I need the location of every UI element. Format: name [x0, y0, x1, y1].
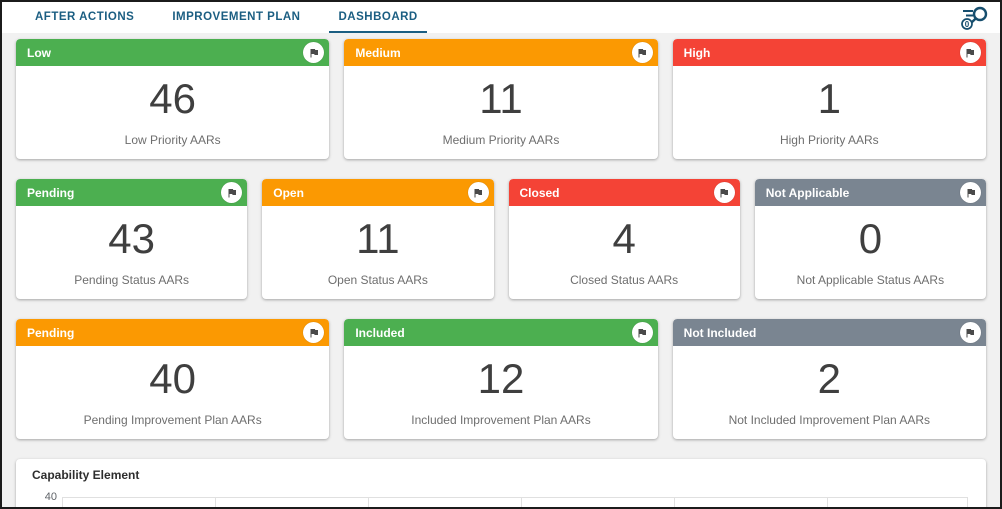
stat-card-label: Medium Priority AARs — [442, 133, 560, 147]
chart-body: 40 — [32, 492, 970, 507]
stat-card-header-label: Low — [27, 45, 51, 60]
stat-card: Medium 11 Medium Priority AARs — [344, 39, 658, 159]
stat-card-row: Pending 43 Pending Status AARs Open 11 O… — [16, 179, 986, 299]
flag-icon[interactable] — [303, 322, 325, 343]
tab-after-actions[interactable]: AFTER ACTIONS — [35, 10, 135, 23]
stat-card-header-label: High — [683, 45, 711, 60]
stat-card-label: High Priority AARs — [779, 133, 879, 147]
stat-card-header-label: Pending — [27, 185, 75, 200]
stat-card-grid: Low 46 Low Priority AARs Medium 11 Mediu… — [16, 39, 986, 439]
stat-card-header-label: Not Included — [683, 325, 757, 340]
stat-card-header: Included — [344, 319, 658, 346]
tab-list: AFTER ACTIONS IMPROVEMENT PLAN DASHBOARD — [16, 2, 437, 33]
stat-card: High 1 High Priority AARs — [672, 39, 986, 159]
stat-card: Included 12 Included Improvement Plan AA… — [344, 319, 658, 439]
stat-card-header-label: Medium — [355, 45, 401, 60]
search-icon: 0 — [961, 6, 988, 30]
flag-icon[interactable] — [631, 322, 653, 343]
search-results-button[interactable]: 0 — [952, 3, 992, 32]
stat-card-header: Closed — [508, 179, 740, 206]
dashboard-content: Low 46 Low Priority AARs Medium 11 Mediu… — [2, 33, 1000, 507]
stat-card-value: 2 — [817, 355, 841, 402]
stat-card-header-label: Open — [273, 185, 304, 200]
stat-card-label: Closed Status AARs — [570, 273, 679, 287]
stat-card-value: 4 — [612, 215, 636, 262]
stat-card-header: Not Included — [672, 319, 986, 346]
stat-card-label: Included Improvement Plan AARs — [411, 413, 591, 427]
chart-plot-area — [62, 497, 968, 507]
stat-card-header: High — [672, 39, 986, 66]
stat-card-header: Not Applicable — [754, 179, 986, 206]
stat-card-value: 11 — [356, 215, 400, 262]
stat-card-header: Low — [16, 39, 330, 66]
stat-card-header: Medium — [344, 39, 658, 66]
flag-icon[interactable] — [221, 182, 243, 203]
flag-icon[interactable] — [713, 182, 735, 203]
search-badge-count: 0 — [965, 20, 970, 29]
stat-card-label: Pending Improvement Plan AARs — [83, 413, 262, 427]
stat-card-label: Open Status AARs — [327, 273, 428, 287]
stat-card-header: Pending — [16, 179, 248, 206]
stat-card: Not Included 2 Not Included Improvement … — [672, 319, 986, 439]
stat-card: Pending 40 Pending Improvement Plan AARs — [16, 319, 330, 439]
flag-icon[interactable] — [467, 182, 489, 203]
stat-card-row: Pending 40 Pending Improvement Plan AARs… — [16, 319, 986, 439]
stat-card-value: 12 — [477, 355, 525, 402]
flag-icon[interactable] — [959, 322, 981, 343]
tab-dashboard[interactable]: DASHBOARD — [329, 2, 427, 33]
stat-card-label: Low Priority AARs — [124, 133, 221, 147]
stat-card: Open 11 Open Status AARs — [262, 179, 494, 299]
stat-card: Closed 4 Closed Status AARs — [508, 179, 740, 299]
stat-card-value: 40 — [149, 355, 197, 402]
stat-card-label: Not Applicable Status AARs — [796, 273, 945, 287]
flag-icon[interactable] — [960, 182, 981, 203]
stat-card-value: 11 — [479, 75, 523, 122]
stat-card-row: Low 46 Low Priority AARs Medium 11 Mediu… — [16, 39, 986, 159]
y-axis-tick: 40 — [44, 491, 57, 503]
stat-card-value: 46 — [149, 75, 197, 122]
flag-icon[interactable] — [303, 42, 325, 63]
chart-title: Capability Element — [32, 468, 140, 482]
stat-card-header-label: Not Applicable — [765, 185, 850, 200]
stat-card-header: Pending — [16, 319, 330, 346]
stat-card-label: Pending Status AARs — [74, 273, 189, 287]
stat-card-label: Not Included Improvement Plan AARs — [728, 413, 931, 427]
stat-card-header-label: Included — [355, 325, 405, 340]
tab-improvement-plan[interactable]: IMPROVEMENT PLAN — [172, 10, 301, 23]
stat-card-header-label: Closed — [519, 185, 560, 200]
stat-card: Not Applicable 0 Not Applicable Status A… — [754, 179, 986, 299]
stat-card-header: Open — [262, 179, 494, 206]
flag-icon[interactable] — [959, 42, 981, 63]
tab-bar: AFTER ACTIONS IMPROVEMENT PLAN DASHBOARD 0 — [2, 2, 1000, 33]
stat-card: Pending 43 Pending Status AARs — [16, 179, 248, 299]
stat-card-header-label: Pending — [27, 325, 75, 340]
flag-icon[interactable] — [631, 42, 653, 63]
stat-card-value: 1 — [817, 75, 841, 122]
stat-card-value: 0 — [858, 215, 883, 262]
stat-card: Low 46 Low Priority AARs — [16, 39, 330, 159]
capability-element-card: Capability Element 40 — [16, 459, 986, 507]
stat-card-value: 43 — [108, 215, 155, 262]
